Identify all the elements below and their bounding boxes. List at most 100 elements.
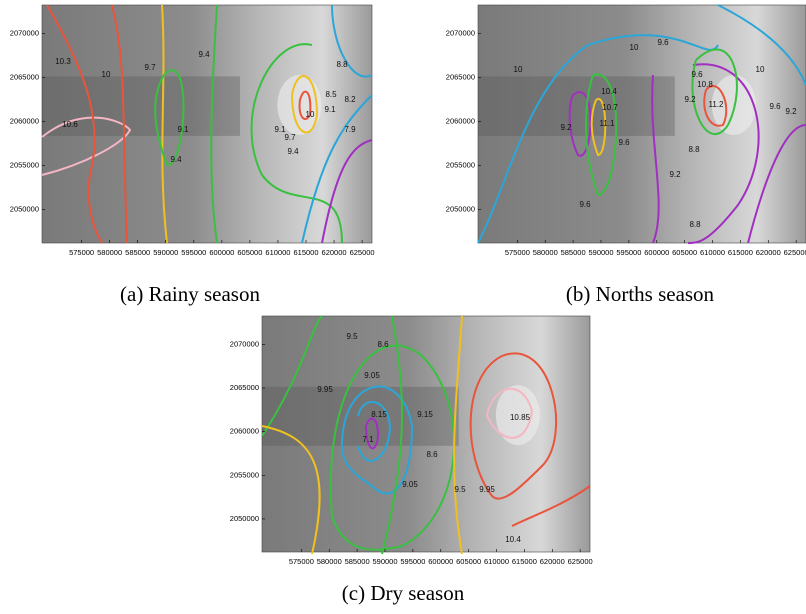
y-tick-label: 2070000 [446, 29, 475, 38]
map-shade [478, 76, 675, 135]
contour-label: 7.9 [344, 125, 356, 134]
contour-label: 9.05 [364, 371, 380, 380]
contour-label: 9.2 [684, 95, 696, 104]
contour-label: 9.4 [170, 155, 182, 164]
caption: (a) Rainy season [120, 282, 260, 306]
x-tick-label: 610000 [700, 248, 725, 257]
x-tick-label: 605000 [237, 248, 262, 257]
contour-label: 8.8 [336, 60, 348, 69]
contour-label: 10 [102, 70, 111, 79]
contour-label: 9.1 [177, 125, 189, 134]
contour-label: 9.2 [785, 107, 797, 116]
contour-label: 9.1 [324, 105, 336, 114]
figure: 5750005800005850005900005950006000006050… [0, 0, 806, 609]
x-tick-label: 595000 [616, 248, 641, 257]
x-tick-label: 620000 [322, 248, 347, 257]
x-tick-label: 585000 [125, 248, 150, 257]
x-tick-label: 595000 [400, 557, 425, 566]
contour-label: 10.4 [601, 87, 617, 96]
x-tick-label: 620000 [756, 248, 781, 257]
y-tick-label: 2050000 [230, 514, 259, 523]
x-tick-label: 575000 [505, 248, 530, 257]
x-tick-label: 580000 [317, 557, 342, 566]
y-tick-label: 2070000 [10, 29, 39, 38]
contour-label: 10.8 [697, 80, 713, 89]
contour-label: 9.2 [669, 170, 681, 179]
x-tick-label: 585000 [561, 248, 586, 257]
contour-label: 9.95 [479, 485, 495, 494]
contour-label: 9.15 [417, 410, 433, 419]
caption: (b) Norths season [566, 282, 715, 306]
contour-label: 9.5 [454, 485, 466, 494]
contour-label: 9.95 [317, 385, 333, 394]
x-tick-label: 575000 [69, 248, 94, 257]
contour-label: 8.8 [688, 145, 700, 154]
x-tick-label: 590000 [588, 248, 613, 257]
x-tick-label: 580000 [97, 248, 122, 257]
y-tick-label: 2065000 [446, 73, 475, 82]
y-tick-label: 2050000 [10, 205, 39, 214]
contour-label: 10.85 [510, 413, 531, 422]
contour-label: 9.4 [287, 147, 299, 156]
contour-label: 9.7 [284, 133, 296, 142]
contour-label: 10 [756, 65, 765, 74]
contour-label: 9.6 [579, 200, 591, 209]
x-tick-label: 575000 [289, 557, 314, 566]
contour-label: 8.2 [344, 95, 356, 104]
x-tick-label: 600000 [644, 248, 669, 257]
x-tick-label: 625000 [784, 248, 806, 257]
x-tick-label: 590000 [153, 248, 178, 257]
panel: 5750005800005850005900005950006000006050… [230, 316, 593, 605]
y-tick-label: 2055000 [230, 470, 259, 479]
contour-label: 10.7 [602, 103, 618, 112]
x-tick-label: 615000 [728, 248, 753, 257]
y-tick-label: 2050000 [446, 205, 475, 214]
x-tick-label: 600000 [428, 557, 453, 566]
contour-label: 9.4 [198, 50, 210, 59]
contour-label: 9.6 [769, 102, 781, 111]
x-tick-label: 620000 [540, 557, 565, 566]
x-tick-label: 610000 [484, 557, 509, 566]
x-tick-label: 595000 [181, 248, 206, 257]
contour-label: 9.6 [657, 38, 669, 47]
contour-label: 9.2 [560, 123, 572, 132]
contour-label: 9.5 [346, 332, 358, 341]
x-tick-label: 590000 [372, 557, 397, 566]
contour-label: 10.3 [55, 57, 71, 66]
x-tick-label: 610000 [265, 248, 290, 257]
contour-label: 11.1 [600, 119, 616, 128]
y-tick-label: 2055000 [446, 161, 475, 170]
x-tick-label: 625000 [568, 557, 593, 566]
x-tick-label: 580000 [533, 248, 558, 257]
y-tick-label: 2060000 [230, 427, 259, 436]
contour-label: 9.6 [618, 138, 630, 147]
x-tick-label: 625000 [350, 248, 375, 257]
contour-label: 9.05 [402, 480, 418, 489]
contour-label: 9.7 [144, 63, 156, 72]
contour-label: 11.2 [709, 100, 725, 109]
x-tick-label: 615000 [512, 557, 537, 566]
contour-label: 8.6 [426, 450, 438, 459]
contour-label: 8.5 [325, 90, 337, 99]
x-tick-label: 615000 [293, 248, 318, 257]
contour-label: 10 [630, 43, 639, 52]
contour-label: 10 [514, 65, 523, 74]
contour-label: 8.15 [371, 410, 387, 419]
y-tick-label: 2070000 [230, 339, 259, 348]
contour-label: 10.4 [505, 535, 521, 544]
y-tick-label: 2060000 [10, 117, 39, 126]
caption: (c) Dry season [342, 581, 465, 605]
y-tick-label: 2065000 [230, 383, 259, 392]
x-tick-label: 585000 [345, 557, 370, 566]
x-tick-label: 605000 [672, 248, 697, 257]
contour-label: 10 [306, 110, 315, 119]
contour-label: 7.1 [362, 435, 374, 444]
x-tick-label: 605000 [456, 557, 481, 566]
y-tick-label: 2060000 [446, 117, 475, 126]
y-tick-label: 2065000 [10, 73, 39, 82]
contour-label: 10.6 [62, 120, 78, 129]
x-tick-label: 600000 [209, 248, 234, 257]
y-tick-label: 2055000 [10, 161, 39, 170]
